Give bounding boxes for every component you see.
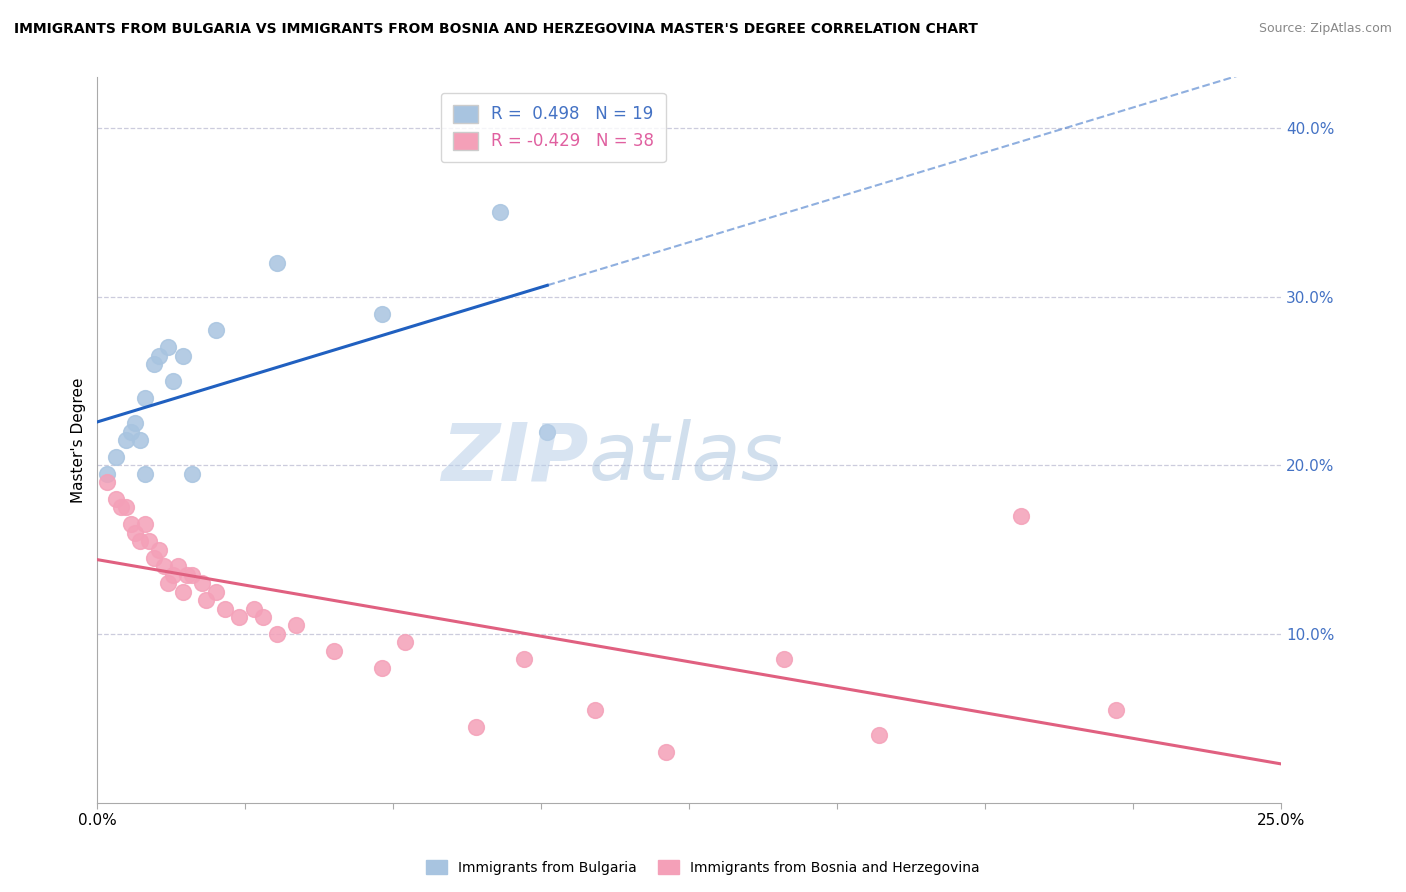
Point: [114, 500, 136, 515]
Point: [868, 728, 890, 742]
Text: atlas: atlas: [589, 419, 783, 497]
Point: [266, 627, 288, 641]
Legend: Immigrants from Bulgaria, Immigrants from Bosnia and Herzegovina: Immigrants from Bulgaria, Immigrants fro…: [420, 855, 986, 880]
Point: [773, 652, 796, 666]
Point: [489, 205, 512, 219]
Point: [105, 450, 128, 464]
Point: [152, 559, 174, 574]
Point: [181, 467, 204, 481]
Point: [190, 576, 212, 591]
Point: [654, 745, 676, 759]
Point: [134, 517, 156, 532]
Point: [148, 349, 170, 363]
Point: [124, 525, 146, 540]
Point: [242, 601, 264, 615]
Point: [465, 720, 488, 734]
Point: [252, 610, 274, 624]
Text: ZIP: ZIP: [441, 419, 589, 497]
Point: [1104, 703, 1126, 717]
Point: [129, 534, 152, 549]
Point: [323, 644, 346, 658]
Point: [148, 542, 170, 557]
Point: [228, 610, 250, 624]
Legend: R =  0.498   N = 19, R = -0.429   N = 38: R = 0.498 N = 19, R = -0.429 N = 38: [441, 93, 665, 162]
Text: IMMIGRANTS FROM BULGARIA VS IMMIGRANTS FROM BOSNIA AND HERZEGOVINA MASTER'S DEGR: IMMIGRANTS FROM BULGARIA VS IMMIGRANTS F…: [14, 22, 979, 37]
Point: [124, 416, 146, 430]
Point: [162, 374, 184, 388]
Point: [204, 323, 226, 337]
Point: [370, 306, 392, 320]
Point: [162, 567, 184, 582]
Point: [204, 584, 226, 599]
Point: [536, 425, 558, 439]
Point: [134, 467, 156, 481]
Point: [134, 391, 156, 405]
Point: [195, 593, 218, 607]
Point: [285, 618, 308, 632]
Point: [266, 256, 288, 270]
Point: [172, 584, 194, 599]
Point: [120, 425, 142, 439]
Point: [105, 491, 128, 506]
Text: Source: ZipAtlas.com: Source: ZipAtlas.com: [1258, 22, 1392, 36]
Point: [143, 357, 166, 371]
Point: [96, 467, 118, 481]
Point: [214, 601, 236, 615]
Point: [157, 340, 180, 354]
Point: [129, 433, 152, 447]
Point: [172, 349, 194, 363]
Point: [176, 567, 198, 582]
Point: [138, 534, 160, 549]
Point: [143, 551, 166, 566]
Y-axis label: Master's Degree: Master's Degree: [72, 377, 86, 503]
Point: [120, 517, 142, 532]
Point: [157, 576, 180, 591]
Point: [167, 559, 190, 574]
Point: [370, 660, 392, 674]
Point: [114, 433, 136, 447]
Point: [110, 500, 132, 515]
Point: [1010, 508, 1032, 523]
Point: [512, 652, 534, 666]
Point: [583, 703, 606, 717]
Point: [394, 635, 416, 649]
Point: [181, 567, 204, 582]
Point: [96, 475, 118, 490]
